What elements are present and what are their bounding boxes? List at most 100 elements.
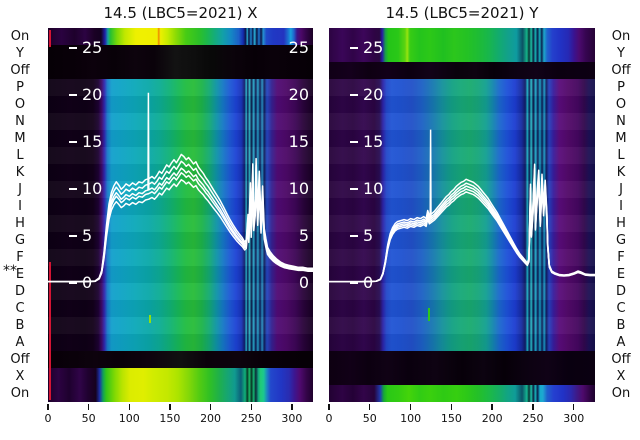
y-tick-mark [350,140,358,143]
x-tick-label: 50 [362,412,377,425]
y-tick-label-left: 5 [363,226,374,245]
row-label-right-on21: On [611,386,631,401]
panel-x: 25 25 20 20 15 15 10 10 5 5 0 0 [48,28,313,402]
row-label-right-on0: On [611,29,631,44]
row-label-left-j9: J [18,182,22,197]
row-label-left-y1: Y [16,46,24,61]
panel-title-y: 14.5 (LBC5=2021) Y [385,4,539,22]
x-tick-mark [409,404,412,410]
red-marker-line [48,30,51,47]
row-label-right-k8: K [616,165,626,180]
x-tick-mark [573,404,575,410]
x-tick-label: 200 [481,412,503,425]
y-tick-mark [69,187,77,190]
y-tick-label-left: 5 [82,226,93,245]
y-tick-label-right: 10 [288,178,309,198]
row-label-left-on21: On [10,386,30,401]
row-label-left-on0: On [10,29,30,44]
x-tick-mark [169,404,171,410]
beam-profile-curves [329,129,595,283]
row-label-left-e14: E [15,267,25,282]
y-tick-mark [350,235,358,237]
row-label-right-f13: F [617,250,625,265]
heatmap-band-on [48,28,313,45]
x-tick-mark [250,404,252,410]
row-label-right-o4: O [615,97,627,112]
y-tick-label-right: 20 [288,84,309,104]
x-tick-mark [369,404,371,410]
row-label-right-y1: Y [617,46,625,61]
signal-curve [329,163,595,283]
row-label-right-off2: Off [611,63,631,78]
row-label-right-h11: H [616,216,626,231]
row-label-left-n5: N [15,114,25,129]
green-marker-tick [428,308,430,321]
x-tick-label: 250 [240,412,262,425]
row-label-left-d15: D [14,284,25,299]
x-tick-mark [87,404,90,410]
x-tick-label: 50 [81,412,96,425]
y-tick-mark [69,282,77,285]
y-tick-label-left: 10 [363,178,384,198]
row-label-right-a18: A [616,335,626,350]
x-tick-mark [450,404,453,410]
x-tick-label: 200 [200,412,222,425]
row-label-right-d15: D [615,284,626,299]
row-label-left-k8: K [15,165,25,180]
heatmap-band-pa [329,79,595,351]
x-tick-mark [328,404,330,410]
heatmap-band-off [48,351,313,368]
row-label-left-m6: M [14,131,26,146]
double-asterisk-marker: ** [3,263,17,279]
y-tick-label-left: 20 [363,84,384,104]
y-tick-mark [69,235,77,237]
narrow-spike [147,92,150,190]
green-marker-tick [149,315,151,323]
x-tick-label: 250 [522,412,544,425]
row-label-left-l7: L [16,148,24,163]
row-label-left-p3: P [16,80,24,95]
x-tick-label: 150 [159,412,181,425]
panel-y: 25 20 15 10 5 0 [329,28,595,402]
row-label-right-j9: J [619,182,623,197]
row-label-right-m6: M [615,131,627,146]
row-label-left-b17: B [15,318,25,333]
row-label-left-x20: X [15,369,25,384]
x-tick-mark [209,404,212,410]
x-tick-mark [128,404,130,410]
beam-profile-curves [48,92,313,283]
row-label-right-n5: N [616,114,626,129]
y-tick-label-right: 25 [288,37,309,57]
y-tick-mark [69,46,77,49]
x-tick-mark [291,404,293,410]
heatmap-band-off [329,62,595,79]
x-tick-label: 150 [440,412,462,425]
x-tick-label: 100 [118,412,140,425]
y-tick-mark [69,93,77,96]
y-tick-label-right: 0 [298,273,309,293]
row-label-right-c16: C [616,301,626,316]
row-label-right-off19: Off [611,352,631,367]
heatmap-band-ony [329,28,595,62]
row-label-left-off2: Off [10,63,30,78]
panel-title-x: 14.5 (LBC5=2021) X [103,4,258,22]
y-tick-mark [350,93,358,96]
row-label-right-x20: X [616,369,626,384]
heatmap-band-on [329,385,595,402]
narrow-spike [429,129,432,219]
y-tick-label-right: 5 [298,226,309,245]
y-tick-mark [69,140,77,143]
row-label-left-i10: I [18,199,22,214]
y-tick-label-right: 15 [288,131,309,151]
heatmap-band-pa [48,79,313,351]
x-tick-mark [47,404,49,410]
row-label-left-c16: C [15,301,25,316]
y-tick-mark [350,282,358,285]
heatmap-band-yoff [48,45,313,79]
y-tick-label-left: 25 [363,37,384,57]
row-label-left-o4: O [14,97,26,112]
x-tick-label: 0 [44,412,52,425]
x-tick-label: 300 [281,412,303,425]
row-label-left-f13: F [16,250,24,265]
